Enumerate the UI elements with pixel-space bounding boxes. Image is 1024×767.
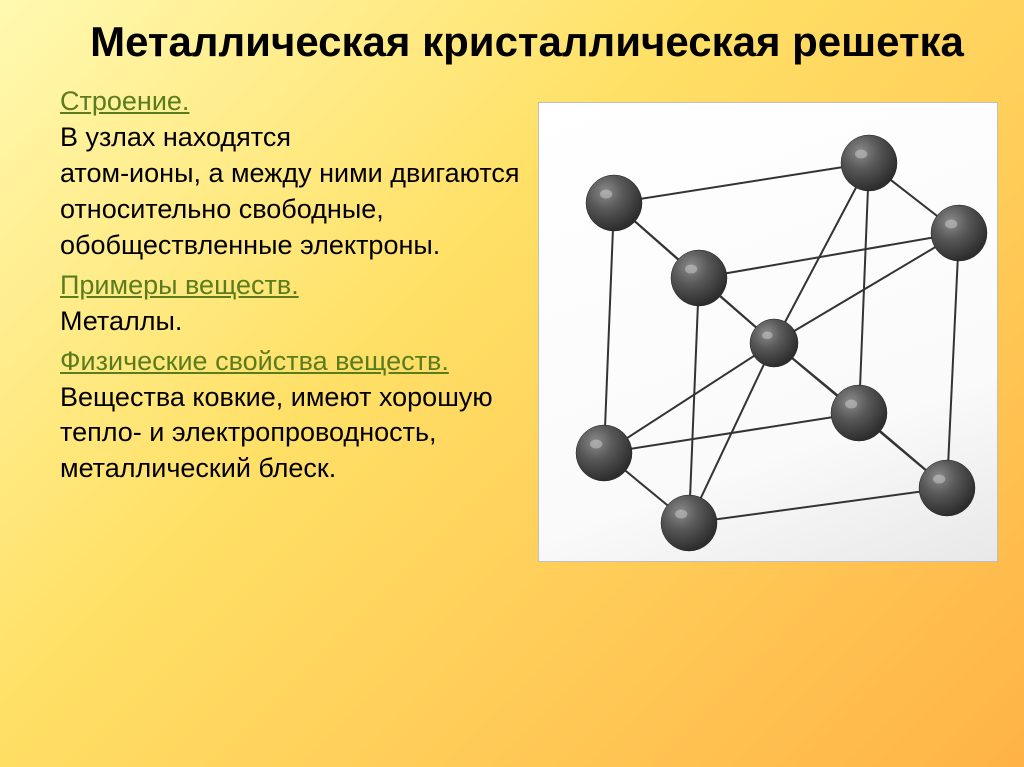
lattice-node-highlight xyxy=(762,332,773,340)
lattice-edge xyxy=(604,203,614,453)
heading-examples: Примеры веществ. xyxy=(60,268,520,304)
text-structure-b: атом-ионы, а между ними двигаются относи… xyxy=(60,156,520,264)
lattice-node-highlight xyxy=(845,400,857,409)
heading-structure: Строение. xyxy=(60,84,520,120)
lattice-node xyxy=(841,135,897,191)
lattice-edge xyxy=(689,488,947,523)
text-column: Строение. В узлах находятся атом-ионы, а… xyxy=(60,80,520,562)
slide-title: Металлическая кристаллическая решетка xyxy=(60,18,994,66)
lattice-node xyxy=(576,425,632,481)
lattice-node xyxy=(671,250,727,306)
lattice-node-highlight xyxy=(600,190,612,199)
lattice-node-highlight xyxy=(855,150,867,159)
lattice-diagram xyxy=(538,102,998,562)
lattice-node-highlight xyxy=(590,440,602,449)
lattice-node xyxy=(831,385,887,441)
lattice-edge xyxy=(614,163,869,203)
lattice-node-highlight xyxy=(685,265,697,274)
lattice-node xyxy=(750,319,798,367)
lattice-node xyxy=(919,460,975,516)
text-properties: Вещества ковкие, имеют хорошую тепло- и … xyxy=(60,380,520,488)
lattice-svg xyxy=(539,103,999,563)
lattice-edge xyxy=(774,163,869,343)
lattice-node xyxy=(661,495,717,551)
diagram-column xyxy=(538,80,998,562)
lattice-node-highlight xyxy=(675,510,687,519)
heading-properties: Физические свойства веществ. xyxy=(60,344,520,380)
lattice-edge xyxy=(947,233,959,488)
lattice-node xyxy=(586,175,642,231)
lattice-node-highlight xyxy=(933,475,945,484)
lattice-node xyxy=(931,205,987,261)
content-row: Строение. В узлах находятся атом-ионы, а… xyxy=(60,80,994,562)
text-examples: Металлы. xyxy=(60,304,520,340)
lattice-node-highlight xyxy=(945,220,957,229)
lattice-edge xyxy=(689,278,699,523)
text-structure-a: В узлах находятся xyxy=(60,120,520,156)
